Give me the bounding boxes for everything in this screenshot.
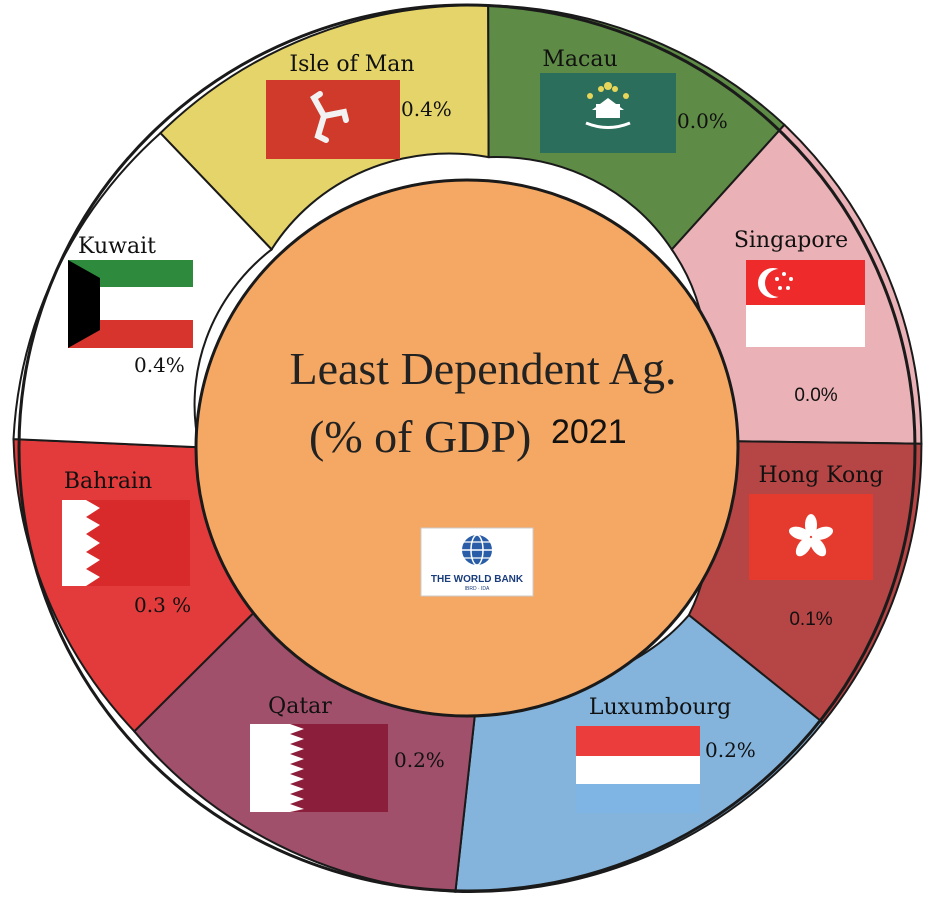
hong-kong-entry: Hong Kong 0.1% <box>749 463 884 630</box>
macau-flag <box>540 73 676 153</box>
luxembourg-flag <box>576 726 700 813</box>
country-name-isle-of-man: Isle of Man <box>289 52 414 77</box>
value-qatar: 0.2% <box>394 748 445 772</box>
kuwait-entry: Kuwait 0.4% <box>68 234 193 377</box>
value-kuwait: 0.4% <box>134 353 185 377</box>
value-luxumbourg: 0.2% <box>705 738 756 762</box>
world-bank-name: THE WORLD BANK <box>431 574 524 585</box>
value-isle-of-man: 0.4% <box>401 97 452 121</box>
country-name-hong-kong: Hong Kong <box>758 463 883 488</box>
country-name-luxumbourg: Luxumbourg <box>589 695 731 720</box>
qatar-flag <box>250 724 388 812</box>
country-name-macau: Macau <box>542 47 617 72</box>
country-name-qatar: Qatar <box>268 694 332 719</box>
world-bank-sub: IBRD · IDA <box>465 586 490 592</box>
singapore-entry: Singapore 0.0% <box>734 228 865 406</box>
title-line-1: Least Dependent Ag. <box>289 343 676 394</box>
value-bahrain: 0.3 % <box>134 593 191 617</box>
kuwait-flag <box>68 260 193 348</box>
hong-kong-flag <box>749 494 873 580</box>
isle-of-man-entry: Isle of Man 0.4% <box>266 52 452 159</box>
macau-entry: Macau 0.0% <box>540 47 728 153</box>
country-name-kuwait: Kuwait <box>78 234 156 259</box>
luxumbourg-entry: Luxumbourg 0.2% <box>576 695 756 813</box>
bahrain-flag <box>62 500 190 586</box>
title-line-2: (% of GDP) <box>309 411 531 462</box>
globe-icon <box>462 534 492 566</box>
country-name-bahrain: Bahrain <box>64 469 152 494</box>
title-year: 2021 <box>551 413 627 451</box>
center-circle <box>194 178 740 718</box>
bahrain-entry: Bahrain 0.3 % <box>62 469 191 617</box>
country-name-singapore: Singapore <box>734 228 848 253</box>
value-singapore: 0.0% <box>794 385 837 406</box>
value-macau: 0.0% <box>677 109 728 133</box>
value-hong-kong: 0.1% <box>789 609 832 630</box>
outer-ring-outline <box>17 3 917 893</box>
isle-of-man-flag <box>266 80 400 159</box>
singapore-flag <box>746 260 865 347</box>
world-bank-logo: THE WORLD BANK IBRD · IDA <box>420 527 534 597</box>
qatar-entry: Qatar 0.2% <box>250 694 445 812</box>
